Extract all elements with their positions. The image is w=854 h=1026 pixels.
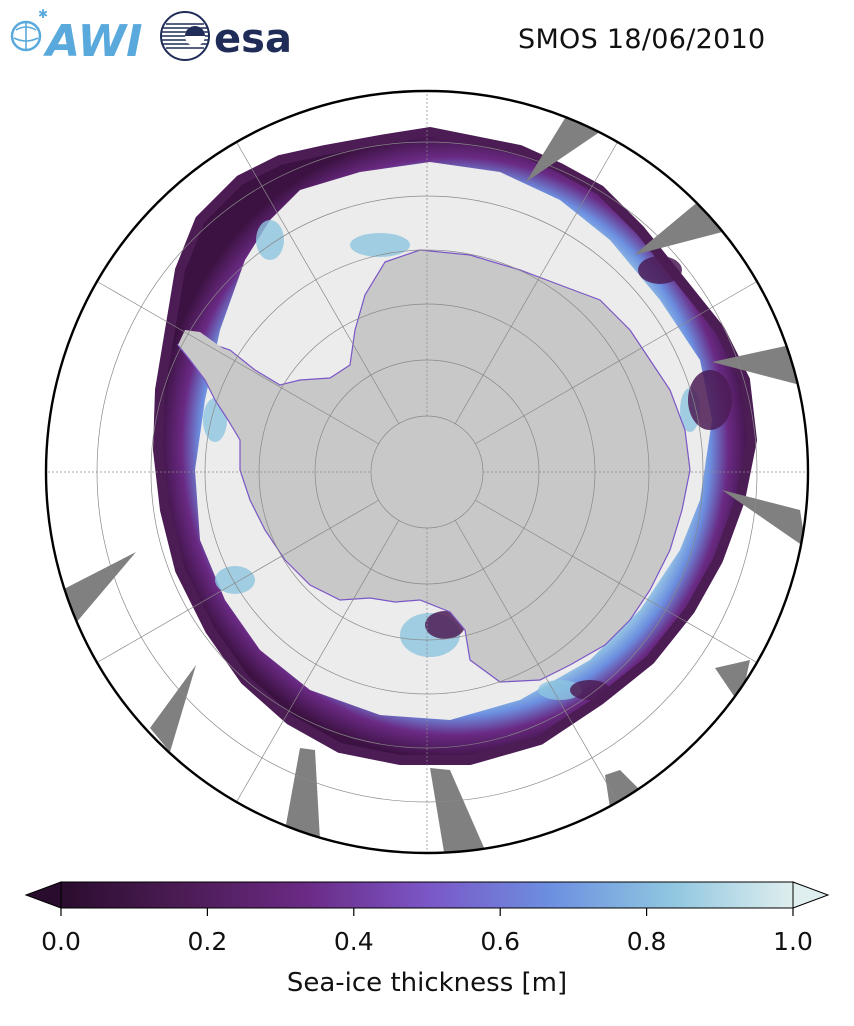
colorbar-ticks: 0.0 0.2 0.4 0.6 0.8 1.0 [41, 908, 813, 956]
thin-ice-dark-patches [425, 256, 732, 700]
meridians [46, 91, 808, 853]
map-title: SMOS 18/06/2010 [518, 24, 766, 55]
colorbar-tick-label: 0.2 [188, 927, 228, 956]
colorbar-extend-max [792, 881, 830, 909]
colorbar-tick-label: 0.0 [41, 927, 81, 956]
colorbar-tick-label: 1.0 [773, 927, 813, 956]
colorbar-gradient [60, 881, 794, 909]
map-body [46, 91, 808, 853]
header: ✱ AWI esa SMOS 18/06/2010 [0, 0, 854, 70]
colorbar-label: Sea-ice thickness [m] [287, 968, 567, 998]
logo-bar: ✱ AWI esa [10, 7, 292, 67]
awi-logo: ✱ AWI [10, 7, 143, 67]
esa-logo: esa [160, 11, 292, 62]
colorbar-tick-label: 0.8 [627, 927, 667, 956]
antarctic-peninsula [178, 330, 250, 372]
colorbar-tick-label: 0.4 [334, 927, 374, 956]
colorbar-tick-label: 0.6 [480, 927, 520, 956]
colorbar-extend-min [24, 881, 62, 909]
awi-logo-text: AWI [43, 16, 143, 67]
map-boundary [44, 89, 810, 855]
antarctica-land [176, 249, 691, 683]
esa-logo-text: esa [214, 16, 292, 62]
colorbar: 0.0 0.2 0.4 0.6 0.8 1.0 Sea-ice thickness [m] [24, 881, 830, 998]
awi-star-icon: ✱ [38, 7, 48, 21]
